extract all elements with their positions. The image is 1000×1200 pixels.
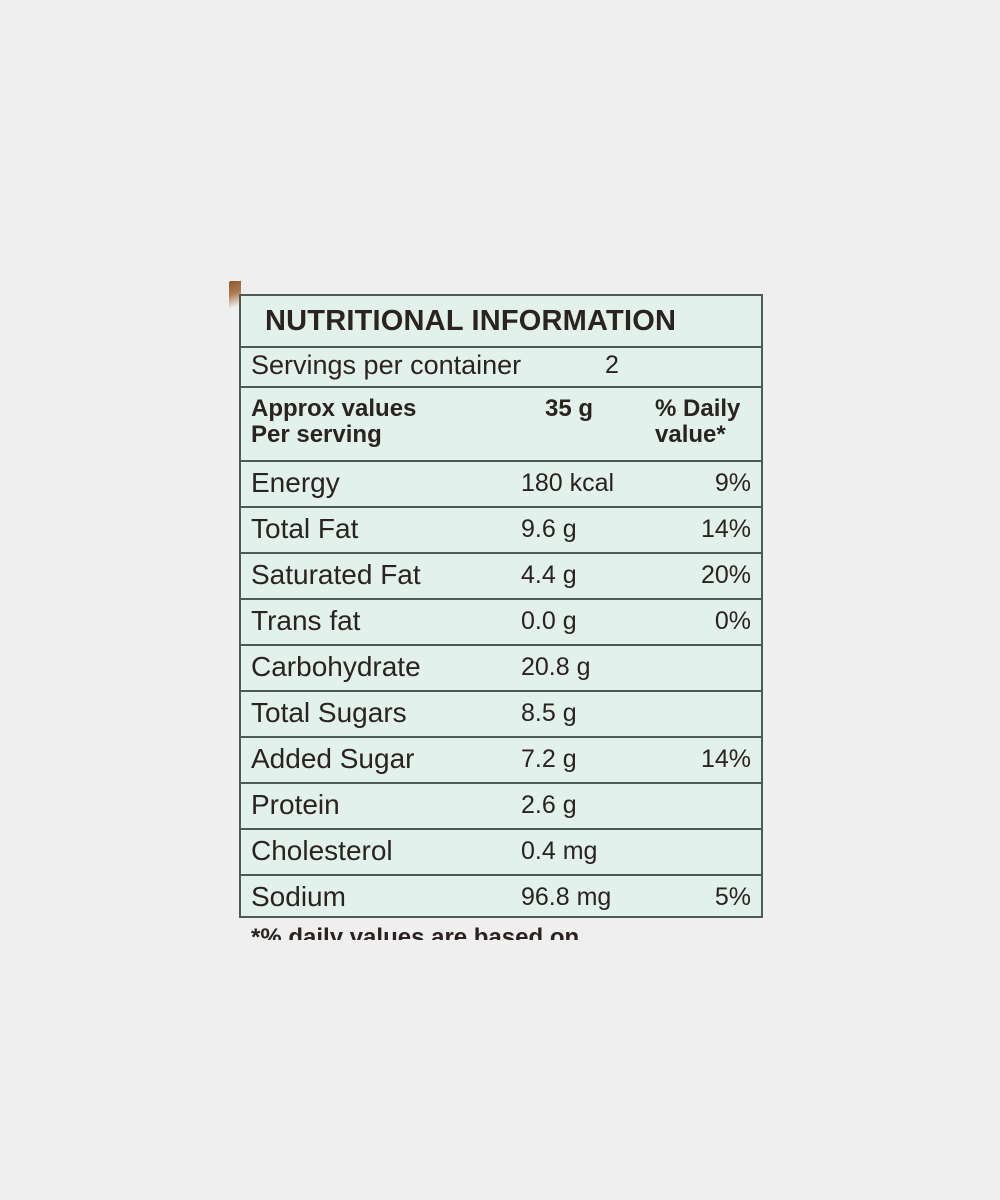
nutrient-row-total-sugars: Total Sugars 8.5 g [241,692,761,738]
header-approx-values-line2: Per serving [251,421,382,448]
nutrient-amount: 0.4 mg [521,837,598,865]
footnote-cropped: *% daily values are based on [239,924,769,940]
nutrient-daily-value: 20% [700,561,751,589]
nutrient-name: Added Sugar [251,743,415,774]
nutrient-name: Total Sugars [251,697,407,728]
nutrient-amount: 9.6 g [521,515,577,543]
nutrient-row-sodium: Sodium 96.8 mg 5% [241,876,761,920]
header-serving-size: 35 g [545,395,594,422]
nutrient-name: Energy [251,467,340,498]
nutrition-label: NUTRITIONAL INFORMATION Servings per con… [239,294,763,918]
servings-value: 2 [605,351,619,379]
header-daily-value-line2: value* [655,421,726,448]
nutrient-row-cholesterol: Cholesterol 0.4 mg [241,830,761,876]
nutrient-row-total-fat: Total Fat 9.6 g 14% [241,508,761,554]
header-daily-value: % Daily value* [655,396,740,448]
nutrient-daily-value: 14% [700,745,751,773]
nutrient-row-carbohydrate: Carbohydrate 20.8 g [241,646,761,692]
servings-row: Servings per container 2 [241,348,761,388]
header-approx-values: Approx values Per serving [251,396,416,448]
nutrient-name: Cholesterol [251,835,393,866]
nutrient-amount: 96.8 mg [521,883,612,911]
nutrient-row-trans-fat: Trans fat 0.0 g 0% [241,600,761,646]
header-approx-values-line1: Approx values [251,395,417,422]
nutrient-name: Total Fat [251,513,359,544]
footnote-text: *% daily values are based on [251,924,580,940]
nutrient-daily-value: 0% [714,607,751,635]
nutrient-amount: 180 kcal [521,469,615,497]
nutrient-name: Saturated Fat [251,559,421,590]
header-daily-value-line1: % Daily [655,395,741,422]
servings-label: Servings per container [251,350,522,380]
nutrient-row-added-sugar: Added Sugar 7.2 g 14% [241,738,761,784]
label-title-row: NUTRITIONAL INFORMATION [241,296,761,348]
nutrient-row-energy: Energy 180 kcal 9% [241,462,761,508]
nutrient-daily-value: 14% [700,515,751,543]
nutrient-daily-value: 5% [714,883,751,911]
nutrient-amount: 4.4 g [521,561,577,589]
nutrient-daily-value: 9% [714,469,751,497]
nutrient-name: Trans fat [251,605,361,636]
nutrient-row-protein: Protein 2.6 g [241,784,761,830]
nutrient-row-saturated-fat: Saturated Fat 4.4 g 20% [241,554,761,600]
nutrient-amount: 20.8 g [521,653,591,681]
package-edge-mark [229,281,241,317]
nutrient-amount: 7.2 g [521,745,577,773]
nutrient-name: Protein [251,789,340,820]
nutrient-rows: Energy 180 kcal 9% Total Fat 9.6 g 14% S… [241,462,761,920]
nutrient-amount: 8.5 g [521,699,577,727]
nutrient-name: Carbohydrate [251,651,421,682]
nutrient-amount: 2.6 g [521,791,577,819]
column-header-row: Approx values Per serving 35 g % Daily v… [241,388,761,462]
nutrient-amount: 0.0 g [521,607,577,635]
label-title: NUTRITIONAL INFORMATION [265,305,677,337]
nutrient-name: Sodium [251,881,346,912]
